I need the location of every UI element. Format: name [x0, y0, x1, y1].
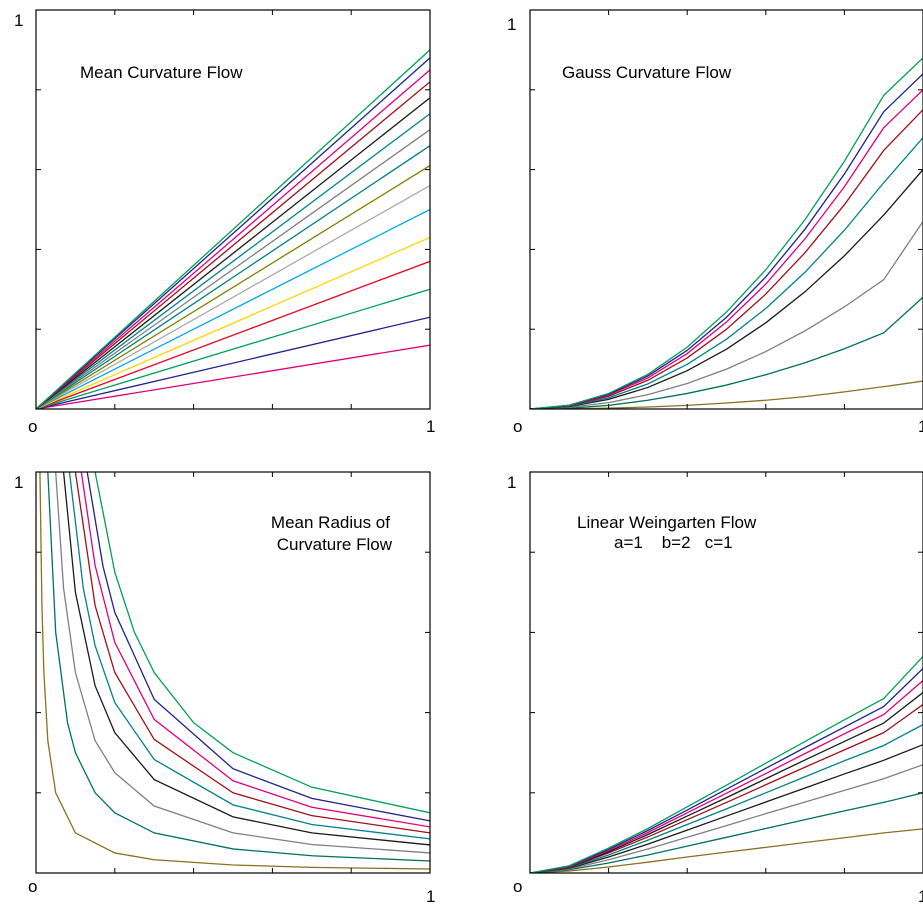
series-line-6 [530, 704, 923, 873]
series-line-7 [36, 184, 430, 409]
chart-panel-3: o 1 1 Mean Radius of Curvature Flow [14, 471, 435, 906]
chart-title: Gauss Curvature Flow [562, 63, 732, 82]
series-line-8 [530, 73, 923, 409]
series-line-9 [36, 145, 430, 409]
series-line-3 [36, 288, 430, 409]
series-line-14 [36, 69, 430, 409]
y-tick-label-max: 1 [14, 11, 23, 30]
series-line-10 [530, 656, 923, 873]
plot-frame [35, 471, 431, 874]
chart-panel-1: o 1 1 Mean Curvature Flow [14, 9, 435, 436]
series-line-6 [74, 472, 430, 834]
chart-title: Mean Curvature Flow [80, 63, 243, 82]
series-line-10 [36, 129, 430, 409]
series-line-4 [530, 744, 923, 873]
series-line-8 [36, 165, 430, 409]
series-group [36, 49, 430, 409]
series-line-4 [530, 169, 923, 409]
series-group [530, 57, 923, 409]
series-line-1 [36, 344, 430, 409]
series-line-15 [36, 57, 430, 409]
chart-title-line: Mean Radius of [271, 513, 390, 532]
series-line-6 [530, 109, 923, 409]
x-tick-label-max: 1 [918, 887, 923, 906]
series-line-1 [39, 472, 430, 870]
series-line-1 [530, 828, 923, 873]
y-tick-label-max: 1 [507, 15, 516, 34]
x-tick-label-max: 1 [426, 417, 435, 436]
series-line-2 [47, 472, 430, 862]
series-line-8 [86, 472, 430, 822]
chart-title-line: Curvature Flow [277, 535, 393, 554]
series-line-7 [80, 472, 430, 828]
x-tick-label-origin: o [513, 417, 522, 436]
series-group [39, 472, 430, 870]
plot-frame [529, 471, 923, 874]
series-group [530, 656, 923, 873]
series-line-3 [530, 221, 923, 409]
chart-title: Linear Weingarten Flow [577, 513, 757, 532]
x-tick-label-origin: o [513, 877, 522, 896]
series-line-11 [36, 113, 430, 409]
x-tick-label-max: 1 [918, 417, 923, 436]
series-line-9 [94, 472, 430, 814]
series-line-12 [36, 97, 430, 409]
series-line-5 [530, 137, 923, 409]
y-tick-label-max: 1 [14, 473, 23, 492]
series-line-2 [530, 792, 923, 873]
series-line-4 [36, 260, 430, 409]
x-tick-label-origin: o [28, 877, 37, 896]
series-line-6 [36, 208, 430, 409]
series-line-13 [36, 81, 430, 409]
series-line-7 [530, 89, 923, 409]
x-tick-label-origin: o [28, 417, 37, 436]
series-line-5 [68, 472, 430, 840]
series-line-4 [62, 472, 430, 846]
y-tick-label-max: 1 [507, 473, 516, 492]
series-line-3 [55, 472, 430, 854]
series-line-8 [530, 680, 923, 873]
series-line-16 [36, 49, 430, 409]
series-line-9 [530, 57, 923, 409]
plot-frame [529, 9, 923, 410]
series-line-9 [530, 668, 923, 873]
series-line-2 [530, 296, 923, 409]
series-line-3 [530, 764, 923, 873]
series-line-5 [530, 724, 923, 873]
chart-panel-2: o 1 1 Gauss Curvature Flow [507, 9, 923, 436]
series-line-2 [36, 316, 430, 409]
chart-subtitle: a=1 b=2 c=1 [614, 533, 733, 552]
series-line-7 [530, 692, 923, 873]
x-tick-label-max: 1 [426, 887, 435, 906]
series-line-5 [36, 236, 430, 409]
plot-frame [35, 9, 431, 410]
